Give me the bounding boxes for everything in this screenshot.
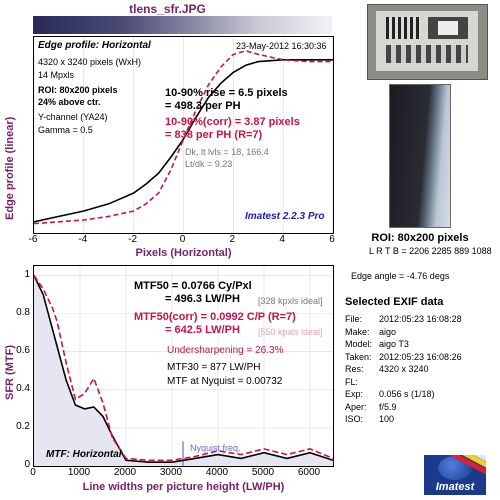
edge-above: 24% above ctr. — [38, 97, 101, 107]
exif-key: Aper: — [345, 401, 367, 412]
exif-value: f/5.9 — [379, 401, 397, 412]
mtf-corrected-line — [34, 275, 333, 462]
imatest-version: Imatest 2.2.3 Pro — [245, 211, 325, 222]
mtf-chart — [34, 266, 333, 466]
corr-rise-value: 10-90%(corr) = 3.87 pixels — [165, 116, 300, 128]
edge-profile-chart — [34, 37, 333, 233]
exif-value: 4320 x 3240 — [379, 364, 429, 374]
edge-timestamp: 23-May-2012 16:30:36 — [236, 41, 327, 51]
roi-label: ROI: 80x200 pixels — [371, 232, 469, 244]
edge-profile-corrected-line — [34, 49, 333, 225]
exif-row: File: 2012:05:23 16:08:28 — [345, 313, 462, 326]
undersharpening: Undersharpening = 26.3% — [167, 345, 284, 356]
mtf50-corr: MTF50(corr) = 0.0992 C/P (R=7) — [134, 311, 296, 323]
edge-roi: ROI: 80x200 pixels — [38, 85, 118, 95]
exif-key: Res: — [345, 364, 364, 374]
dark-light-levels: Dk, lt lvls = 18, 166.4 — [185, 147, 269, 157]
edge-gamma: Gamma = 0.5 — [38, 125, 93, 135]
roi-lrtb: L R T B = 2206 2285 889 1088 — [369, 246, 492, 256]
edge-xtick-label: 0 — [179, 234, 186, 245]
mtf-xtick-label: 3000 — [159, 467, 183, 478]
edge-gradient-strip — [33, 16, 332, 34]
edge-heading: Edge profile: Horizontal — [38, 40, 151, 51]
mtf-xtick-label: 2000 — [113, 467, 137, 478]
edge-angle: Edge angle = -4.76 degs — [351, 271, 450, 281]
mtf-ytick-label: 0.4 — [16, 382, 30, 394]
mtf-plot-frame — [33, 265, 334, 467]
mtf-xlabel: Line widths per picture height (LW/PH) — [82, 481, 285, 493]
mtf-ytick-label: 0.8 — [16, 306, 30, 318]
mtf-xtick-label: 0 — [30, 467, 36, 478]
mtf-xtick-label: 1000 — [67, 467, 91, 478]
edge-xtick-label: 6 — [329, 234, 335, 245]
exif-title: Selected EXIF data — [345, 296, 444, 308]
mtf-xtick-label: 4000 — [205, 467, 229, 478]
exif-value: 100 — [379, 414, 395, 424]
edge-channel: Y-channel (YA24) — [38, 112, 108, 122]
exif-row: Aper: f/5.9 — [345, 401, 462, 414]
exif-row: Make: aigo — [345, 326, 462, 339]
mtf-xtick-label: 6000 — [297, 467, 321, 478]
mtf50: MTF50 = 0.0766 Cy/Pxl — [134, 280, 252, 292]
mtf-xtick-label: 5000 — [251, 467, 275, 478]
exif-value: 0.056 s (1/18) — [379, 389, 435, 399]
exif-list: File: 2012:05:23 16:08:28 Make: aigo Model: a… — [345, 313, 462, 426]
edge-xtick-label: 4 — [279, 234, 285, 245]
exif-row: Model: aigo T3 — [345, 338, 462, 351]
exif-row: Taken: 2012:05:23 16:08:26 — [345, 351, 462, 364]
exif-key: Taken: — [345, 351, 372, 362]
nyquist-label: Nyquist freq. — [190, 443, 241, 453]
mtf50-lwph: = 496.3 LW/PH — [165, 293, 240, 305]
edge-profile-line — [34, 59, 333, 223]
roi-image — [389, 84, 451, 228]
mtf50-corr-ideal: [550 kpxls ideal] — [258, 327, 323, 337]
exif-row: ISO: 100 — [345, 413, 462, 426]
edge-xtick-label: -6 — [28, 234, 38, 245]
mtf50-ideal: [328 kpxls ideal] — [258, 296, 323, 306]
imatest-logo-text: Imatest — [435, 481, 475, 493]
mtf50-corr-lwph: = 642.5 LW/PH — [165, 324, 240, 336]
exif-row: Res: 4320 x 3240 — [345, 363, 462, 376]
exif-value — [375, 376, 379, 389]
chart-thumbnail — [367, 4, 488, 80]
mtf-ytick-label: 0 — [24, 459, 30, 470]
mtf-area-fill — [34, 275, 333, 466]
exif-row: FL: — [345, 376, 462, 389]
edge-ylabel: Edge profile (linear) — [4, 116, 16, 220]
edge-xtick-label: 2 — [229, 234, 236, 245]
mtf-heading: MTF: Horizontal — [46, 449, 122, 460]
exif-key: ISO: — [345, 414, 364, 424]
rise-value: 10-90% rise = 6.5 pixels — [165, 87, 288, 99]
exif-row: Exp: 0.056 s (1/18) — [345, 388, 462, 401]
mtf-ytick-label: 0.6 — [16, 344, 30, 356]
light-dark-ratio: Lt/dk = 9.23 — [185, 159, 233, 169]
exif-value: aigo T3 — [379, 339, 409, 349]
edge-pixels: 4320 x 3240 pixels (WxH) — [38, 57, 142, 67]
exif-key: Exp: — [345, 389, 364, 399]
edge-xtick-label: -2 — [128, 234, 138, 245]
mtf-at-nyquist: MTF at Nyquist = 0.00732 — [167, 376, 283, 387]
exif-key: File: — [345, 314, 363, 324]
window-title: tlens_sfr.JPG — [129, 2, 206, 16]
mtf-ytick-label: 0.2 — [16, 420, 30, 432]
imatest-logo: Imatest — [424, 455, 486, 495]
mtf30: MTF30 = 877 LW/PH — [167, 362, 261, 373]
edge-mpxls: 14 Mpxls — [38, 70, 75, 80]
exif-key: Model: — [345, 339, 373, 349]
exif-value: aigo — [379, 326, 397, 337]
exif-key: Make: — [345, 326, 370, 337]
exif-value: 2012:05:23 16:08:26 — [379, 351, 462, 362]
edge-xlabel: Pixels (Horizontal) — [135, 247, 232, 259]
edge-plot-frame — [33, 36, 334, 234]
edge-xtick-label: -4 — [78, 234, 88, 245]
corr-rise-per-ph: = 838 per PH (R=7) — [165, 129, 263, 141]
exif-key: FL: — [345, 376, 359, 387]
rise-per-ph: = 498.3 per PH — [165, 100, 241, 112]
exif-value: 2012:05:23 16:08:28 — [379, 314, 462, 324]
mtf-ytick-label: 1 — [24, 268, 30, 280]
